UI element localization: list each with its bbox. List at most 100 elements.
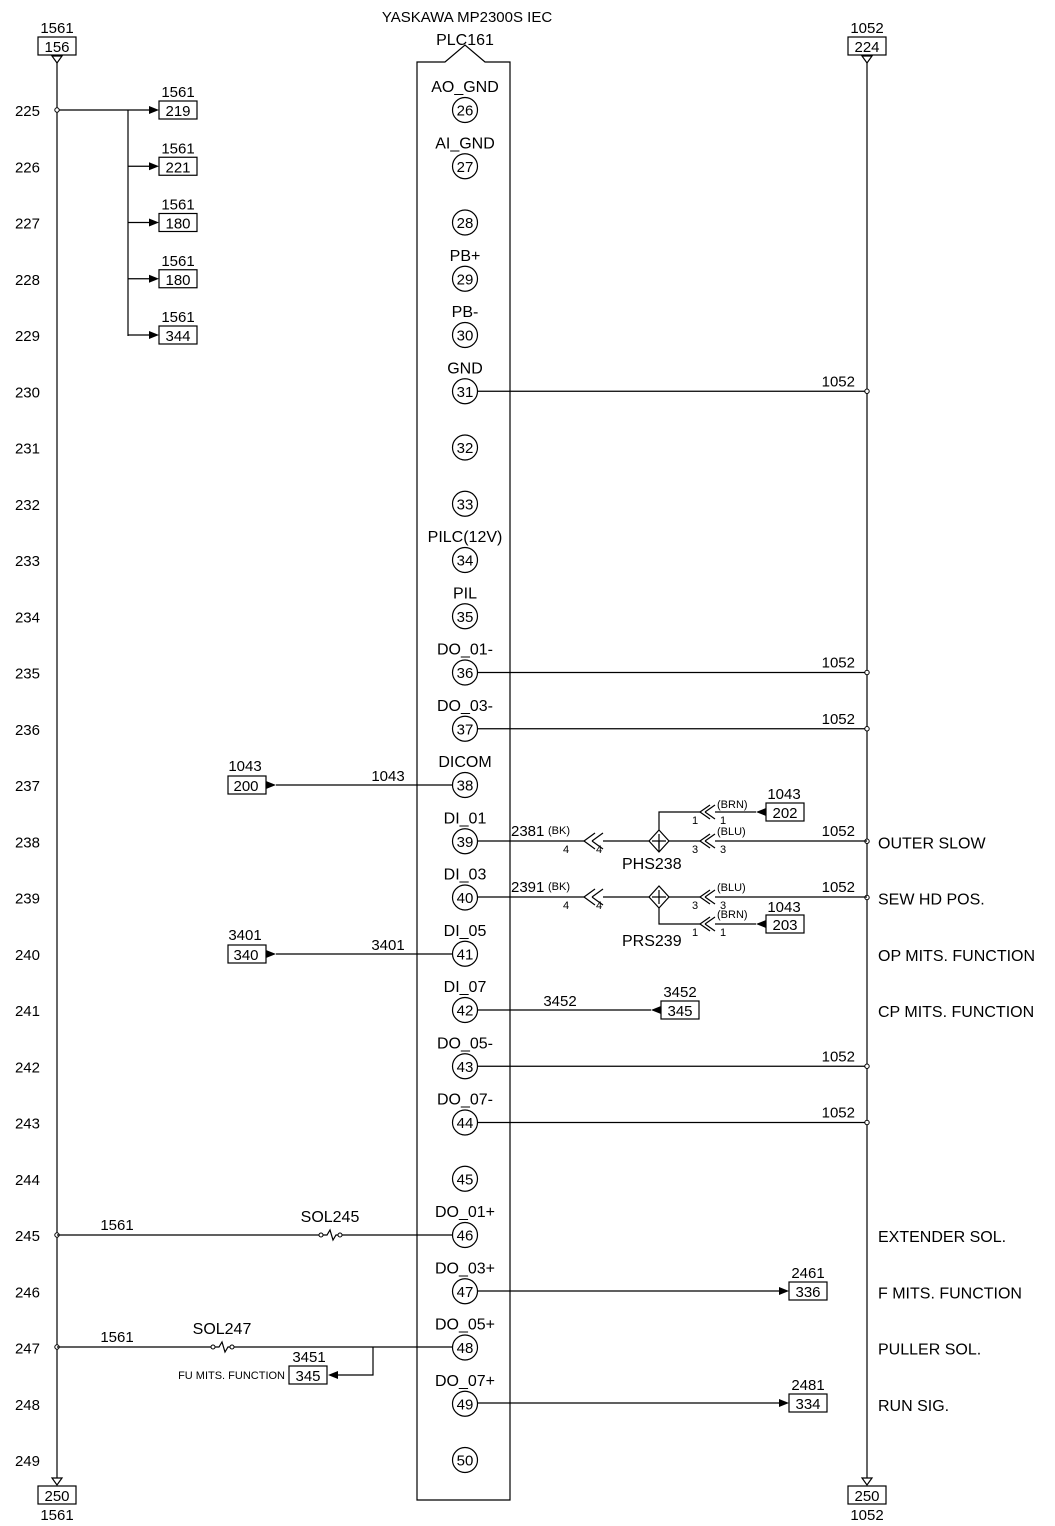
plc-terminal-label: DICOM — [438, 754, 491, 771]
phs238-pin1-a: 1 — [692, 815, 698, 827]
sol247-circuit: 1561 SOL247 3451 345 FU MITS. FUNCTION — [54, 1321, 452, 1385]
plc-terminal-pin: 45 — [457, 1171, 474, 1188]
left-rail-bottom-ref-box[interactable] — [37, 1485, 77, 1505]
branch-ref-num: 1561 — [161, 140, 194, 157]
branch-arrow — [149, 162, 159, 171]
row-description: OUTER SLOW — [878, 835, 986, 852]
left-rail-bottom-arrow — [50, 1477, 64, 1487]
right-rail-top-ref-page: 224 — [854, 39, 879, 56]
di05-ref-page: 340 — [233, 947, 258, 964]
left-rail-top-arrow — [50, 55, 64, 65]
branch-ref-box[interactable] — [158, 269, 198, 289]
row-number: 231 — [15, 441, 40, 458]
plc-terminal[interactable] — [451, 1221, 479, 1249]
plc-terminal-label: DO_07- — [437, 1092, 493, 1109]
right-rail-top-ref-box[interactable] — [847, 36, 887, 56]
plc-terminal[interactable] — [451, 434, 479, 461]
phs238-ref-box[interactable] — [765, 802, 805, 822]
do07p-ref-box[interactable] — [788, 1393, 828, 1413]
rail-node — [864, 1063, 870, 1069]
prs239-ref-page: 203 — [772, 917, 797, 934]
branch-arrow — [149, 331, 159, 339]
plc-terminal[interactable] — [451, 1390, 479, 1417]
plc-terminal[interactable] — [451, 1278, 479, 1305]
fu-ref-box[interactable] — [288, 1365, 328, 1385]
plc-terminal[interactable] — [451, 996, 479, 1024]
prs239-pin4-a: 4 — [563, 900, 569, 912]
prs239-pin3-b: 3 — [720, 900, 726, 912]
plc-terminal[interactable] — [451, 940, 479, 967]
sol245-symbol — [323, 1228, 338, 1242]
plc-terminal-pin: 38 — [457, 778, 474, 795]
wire-1052-label: 1052 — [822, 1105, 855, 1122]
di07-connection: 3452 3452 345 — [478, 984, 700, 1020]
branch-ref-num: 1561 — [161, 309, 194, 326]
row-number: 243 — [15, 1116, 40, 1133]
prs239-ref-box[interactable] — [765, 914, 805, 934]
plc-terminal-label: DO_01+ — [435, 1204, 495, 1221]
plc-terminal[interactable] — [451, 96, 479, 124]
plc-terminal-pin: 46 — [457, 1228, 474, 1245]
plc-terminal-pin: 47 — [457, 1284, 474, 1301]
plc-terminal-pin: 29 — [457, 271, 474, 288]
row-number: 246 — [15, 1284, 40, 1301]
row-number: 237 — [15, 778, 40, 795]
left-rail-top-ref-box[interactable] — [37, 36, 77, 56]
plc-terminal[interactable] — [451, 265, 479, 292]
do03p-ref-box[interactable] — [788, 1281, 828, 1301]
sol247-symbol — [215, 1340, 230, 1354]
right-rail-bottom-ref-page: 250 — [854, 1488, 879, 1505]
plc-terminal-label: DO_03- — [437, 698, 493, 715]
plc-terminal-label: DI_05 — [444, 923, 487, 940]
branch-ref-box[interactable] — [158, 100, 198, 120]
branch-ref-box[interactable] — [158, 325, 198, 345]
plc-terminal[interactable] — [451, 1053, 479, 1080]
phs238-pin4-a: 4 — [563, 844, 569, 856]
plc-terminal-label: DO_01- — [437, 642, 493, 659]
plc-terminal[interactable] — [451, 378, 479, 405]
phs238-wire: 2381 — [511, 823, 544, 840]
plc-terminal[interactable] — [451, 209, 479, 236]
di07-ref-box[interactable] — [660, 1000, 700, 1020]
plc-terminal-label: DO_07+ — [435, 1373, 495, 1390]
row-number: 248 — [15, 1397, 40, 1414]
plc-terminal-pin: 40 — [457, 890, 474, 907]
plc-terminal[interactable] — [451, 1446, 479, 1474]
wire-1052-label: 1052 — [822, 711, 855, 728]
di07-ref-page: 345 — [667, 1003, 692, 1020]
plc-terminal[interactable] — [451, 771, 479, 799]
plc-terminal[interactable] — [451, 884, 479, 911]
plc-id: PLC161 — [436, 32, 494, 49]
plc-terminal-label: DO_03+ — [435, 1260, 495, 1277]
phs238-connector-left — [583, 832, 604, 850]
di07-wire: 3452 — [543, 993, 576, 1010]
sol247-name: SOL247 — [193, 1321, 252, 1338]
plc-terminal[interactable] — [451, 153, 479, 180]
plc-terminal[interactable] — [451, 828, 479, 855]
row-number: 239 — [15, 891, 40, 908]
plc-terminal[interactable] — [451, 490, 479, 517]
plc-terminal-pin: 26 — [457, 103, 474, 120]
branch-ref-box[interactable] — [158, 212, 198, 233]
plc-terminal[interactable] — [451, 546, 479, 574]
plc-terminal[interactable] — [451, 1109, 479, 1136]
plc-terminal[interactable] — [451, 1165, 479, 1192]
plc-terminal[interactable] — [451, 715, 479, 742]
row-number: 226 — [15, 159, 40, 176]
rows: 225 26 AO_GND 226 27 AI_GND 227 28 228 29 PB+ 229 30… — [15, 79, 1035, 1474]
plc-terminal[interactable] — [451, 1334, 479, 1361]
prs239-name: PRS239 — [622, 933, 682, 950]
phs238-1052: 1052 — [822, 823, 855, 840]
plc-terminal[interactable] — [451, 321, 479, 349]
prs239-lead-brn — [658, 908, 700, 925]
right-rail-bottom-ref-box[interactable] — [847, 1485, 887, 1505]
prs239-ref-num: 1043 — [767, 899, 800, 916]
plc-terminal[interactable] — [451, 659, 479, 686]
left-rail-bottom-ref-num: 1561 — [40, 1507, 73, 1524]
branch-ref-box[interactable] — [158, 156, 198, 176]
sol245-circuit: 1561 SOL245 — [54, 1209, 452, 1242]
plc-terminal[interactable] — [451, 603, 479, 630]
branch-ref-page: 221 — [165, 159, 190, 176]
phs238-color-tag: (BK) — [548, 825, 570, 837]
right-rail-bottom-arrow — [860, 1477, 874, 1487]
